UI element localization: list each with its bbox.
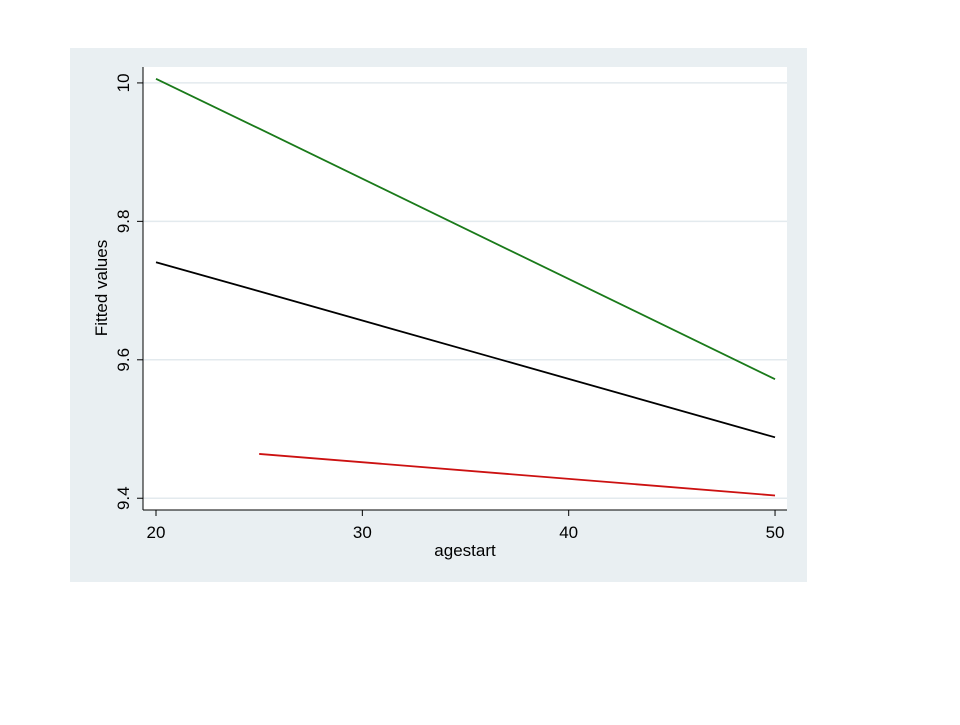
series-line (259, 453, 776, 497)
y-tick-label: 9.4 (114, 486, 133, 510)
x-tick-label: 50 (766, 523, 785, 542)
x-axis-title: agestart (434, 541, 496, 560)
y-tick-label: 9.6 (114, 348, 133, 372)
series-line (155, 77, 776, 380)
y-tick-label: 9.8 (114, 210, 133, 234)
y-axis-title: Fitted values (92, 240, 111, 336)
y-tick-label: 10 (114, 73, 133, 92)
series-line (155, 261, 776, 439)
plot-area (143, 67, 787, 510)
x-tick-label: 40 (559, 523, 578, 542)
x-tick-label: 30 (353, 523, 372, 542)
x-tick-label: 20 (147, 523, 166, 542)
